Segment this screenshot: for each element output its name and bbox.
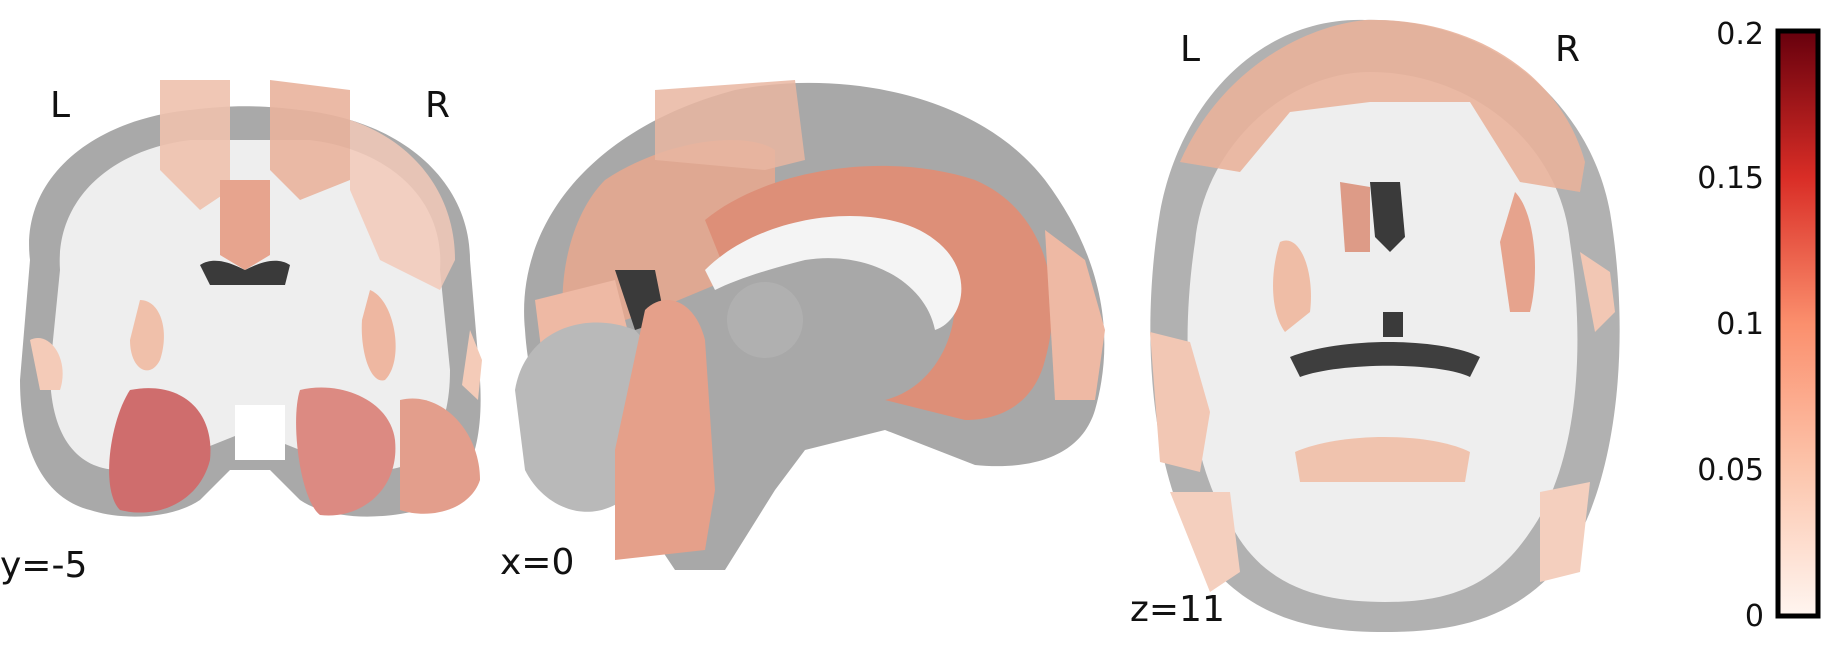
coronal-overlay-right-putamen xyxy=(361,290,396,381)
sagittal-coordinate-label: x=0 xyxy=(500,542,575,583)
axial-slice xyxy=(1150,19,1620,632)
colorbar-tick-0.05: 0.05 xyxy=(1697,453,1764,488)
coronal-coordinate-label: y=-5 xyxy=(0,545,88,586)
axial-left-label: L xyxy=(1180,29,1201,70)
sagittal-brainstem xyxy=(615,300,715,560)
coronal-overlay-frontal-left xyxy=(160,80,230,210)
axial-ventricles-posterior xyxy=(1290,342,1480,377)
axial-overlay-thalamus-left xyxy=(1340,182,1370,252)
axial-third-ventricle xyxy=(1383,312,1403,337)
axial-white-matter xyxy=(1187,72,1578,602)
colorbar-tick-0.15: 0.15 xyxy=(1697,161,1764,196)
coronal-right-label: R xyxy=(425,85,451,126)
sagittal-thalamus xyxy=(727,282,803,358)
axial-overlay-right-lateral xyxy=(1580,252,1615,332)
coronal-overlay-midline xyxy=(220,180,270,270)
axial-overlay-right-putamen xyxy=(1500,192,1535,312)
sagittal-overlay-frontal-pole xyxy=(1045,230,1105,400)
colorbar-tick-0: 0 xyxy=(1744,599,1764,634)
coronal-overlay-left-temporal xyxy=(109,388,211,513)
coronal-left-label: L xyxy=(50,85,71,126)
coronal-overlay-left-insula xyxy=(30,338,63,390)
sagittal-overlay-parietal xyxy=(655,80,805,170)
axial-overlay-frontal xyxy=(1180,19,1585,192)
coronal-slice xyxy=(20,80,482,517)
sagittal-corpus-callosum xyxy=(705,216,962,330)
coronal-overlay-left-putamen xyxy=(130,300,164,371)
coronal-brainstem-gap xyxy=(235,405,285,460)
coronal-overlay-right-insula xyxy=(462,330,482,400)
colorbar xyxy=(1775,28,1821,619)
axial-overlay-left-putamen xyxy=(1273,240,1311,332)
axial-ventricles-frontal xyxy=(1370,182,1405,252)
axial-coordinate-label: z=11 xyxy=(1130,589,1225,630)
axial-right-label: R xyxy=(1555,29,1581,70)
coronal-white-matter xyxy=(50,140,450,470)
coronal-overlay-right-temporal xyxy=(296,387,396,516)
axial-overlay-occipital-right xyxy=(1540,482,1590,582)
colorbar-tick-0.2: 0.2 xyxy=(1716,17,1764,52)
coronal-ventricles xyxy=(200,260,290,285)
colorbar-gradient xyxy=(1775,28,1821,619)
colorbar-tick-0.1: 0.1 xyxy=(1716,307,1764,342)
axial-overlay-posterior xyxy=(1295,437,1470,482)
coronal-overlay-right-temporal-lateral xyxy=(400,398,480,514)
axial-overlay-occipital-left xyxy=(1170,492,1240,592)
axial-overlay-left-lateral xyxy=(1150,332,1210,472)
coronal-overlay-lateral-right xyxy=(350,120,455,290)
coronal-overlay-frontal-right xyxy=(270,80,350,200)
sagittal-slice xyxy=(515,80,1105,570)
